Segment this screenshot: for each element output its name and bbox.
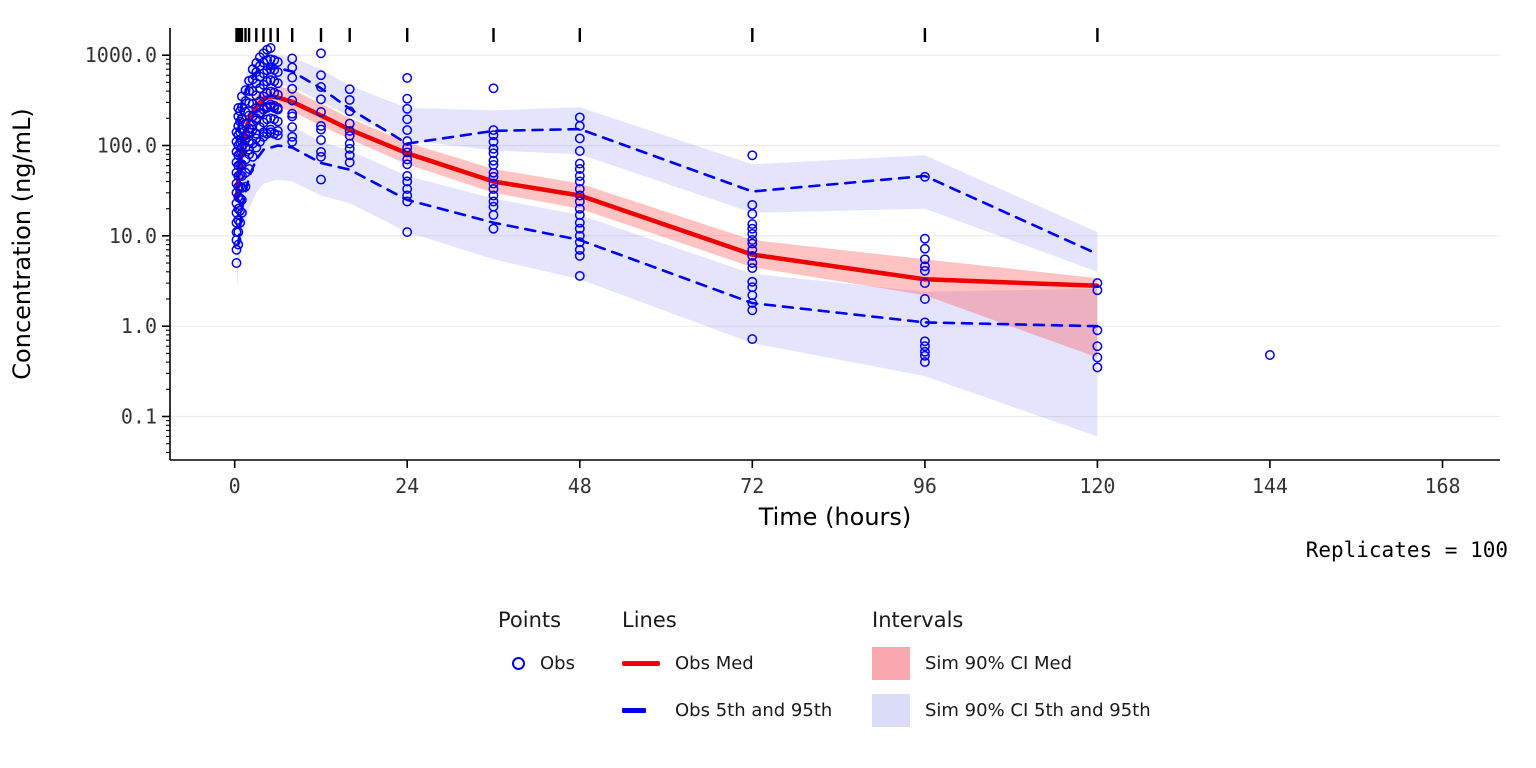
obs-point-marker-icon [512, 657, 525, 670]
svg-text:10.0: 10.0 [109, 224, 157, 248]
svg-text:0: 0 [229, 474, 241, 498]
svg-text:72: 72 [740, 474, 764, 498]
svg-text:1.0: 1.0 [121, 314, 157, 338]
legend-points-column: Points Obs [498, 600, 575, 687]
svg-text:120: 120 [1079, 474, 1115, 498]
legend-sim-pct-label: Sim 90% CI 5th and 95th [925, 700, 1151, 721]
legend-obs-label: Obs [540, 653, 575, 674]
legend-item-obs-med: Obs Med [622, 640, 832, 687]
legend: Points Obs Lines Obs Med Obs 5th and 95t… [0, 570, 1536, 768]
svg-text:1000.0: 1000.0 [85, 43, 157, 67]
legend-lines-header: Lines [622, 608, 677, 632]
sim-ci-med-swatch-icon [872, 647, 910, 680]
legend-obs-pct-label: Obs 5th and 95th [675, 700, 833, 721]
legend-item-sim-ci-med: Sim 90% CI Med [872, 640, 1151, 687]
legend-points-header: Points [498, 608, 562, 632]
svg-text:Concentration (ng/mL): Concentration (ng/mL) [8, 108, 36, 379]
legend-intervals-column: Intervals Sim 90% CI Med Sim 90% CI 5th … [872, 600, 1151, 734]
svg-text:Replicates = 100: Replicates = 100 [1306, 538, 1508, 562]
legend-item-obs: Obs [498, 640, 575, 687]
svg-text:24: 24 [395, 474, 419, 498]
svg-text:0.1: 0.1 [121, 405, 157, 429]
legend-item-obs-percentiles: Obs 5th and 95th [622, 687, 832, 734]
plot-area: 1000.0 100.0 10.0 1.0 0.1 0 24 48 72 96 120 144 168 T… [8, 28, 1508, 562]
svg-text:144: 144 [1252, 474, 1288, 498]
svg-text:168: 168 [1424, 474, 1460, 498]
obs-med-line-swatch-icon [622, 661, 660, 666]
svg-text:96: 96 [913, 474, 937, 498]
legend-obs-med-label: Obs Med [675, 653, 754, 674]
svg-text:100.0: 100.0 [97, 134, 157, 158]
svg-text:48: 48 [568, 474, 592, 498]
sim-ci-percentile-swatch-icon [872, 694, 910, 727]
legend-intervals-header: Intervals [872, 608, 964, 632]
svg-text:Time (hours): Time (hours) [758, 503, 912, 531]
legend-sim-med-label: Sim 90% CI Med [925, 653, 1073, 674]
obs-percentile-line-swatch-icon [622, 708, 646, 713]
legend-item-sim-ci-percentiles: Sim 90% CI 5th and 95th [872, 687, 1151, 734]
vpc-plot: 1000.0 100.0 10.0 1.0 0.1 0 24 48 72 96 120 144 168 T… [8, 28, 1508, 562]
legend-lines-column: Lines Obs Med Obs 5th and 95th [622, 600, 832, 734]
